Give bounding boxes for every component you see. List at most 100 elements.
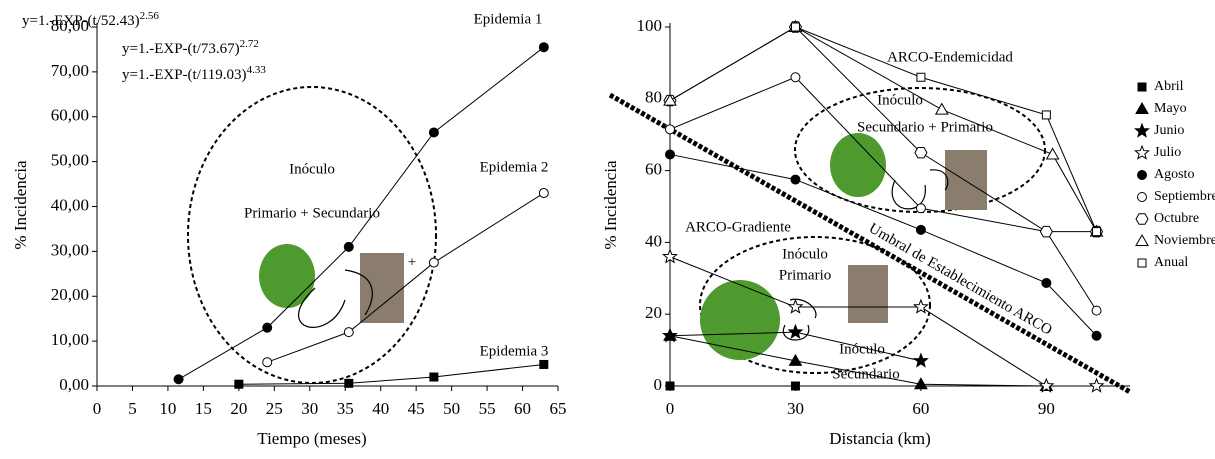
marker (429, 372, 439, 382)
x-tick-label: 25 (266, 399, 283, 418)
marker (1041, 110, 1051, 120)
inoculum-ellipse (699, 236, 931, 374)
y-tick-label: 40 (645, 231, 662, 250)
equation-text: y=1.-EXP-(t/119.03) (122, 67, 247, 83)
cycle-arrow (298, 269, 373, 328)
legend-label: Junio (1154, 123, 1184, 138)
marker (1038, 377, 1055, 393)
x-axis-title: Tiempo (meses) (257, 429, 366, 448)
x-tick-label: 40 (372, 399, 389, 418)
y-tick-label: 10,00 (51, 330, 89, 349)
legend-label: Julio (1154, 145, 1181, 160)
marker (1041, 277, 1052, 288)
legend-label: Septiembre (1154, 189, 1215, 204)
legend-marker (1137, 170, 1147, 180)
equation: y=1.-EXP-(t/73.67)2.72 (122, 38, 259, 58)
marker (914, 377, 928, 390)
marker (539, 359, 549, 369)
x-tick-label: 20 (230, 399, 247, 418)
marker (538, 188, 549, 199)
marker (428, 127, 439, 138)
equation: y=1.-EXP-(t/119.03)4.33 (122, 64, 266, 84)
x-tick-label: 30 (301, 399, 318, 418)
marker (344, 378, 354, 388)
legend-label: Abril (1154, 79, 1184, 94)
marker (343, 241, 354, 252)
legend-marker (1137, 82, 1147, 92)
legend-marker (1135, 213, 1149, 225)
legend-marker (1134, 122, 1150, 138)
equation-text: y=1.-EXP-(t/52.43) (22, 13, 140, 29)
annotation: Secundario + Primario (857, 119, 993, 135)
marker (343, 327, 354, 338)
equation-text: y=1.-EXP-(t/73.67) (122, 41, 240, 57)
inoculum-ellipse (187, 86, 437, 384)
x-tick-label: 55 (479, 399, 496, 418)
marker (662, 248, 678, 264)
marker (173, 374, 184, 385)
marker (1088, 377, 1105, 393)
marker (538, 42, 549, 53)
x-tick-label: 30 (787, 399, 804, 418)
equation-exponent: 4.33 (247, 64, 267, 76)
marker (1092, 227, 1102, 237)
marker (912, 298, 929, 314)
legend-marker (1135, 233, 1149, 246)
marker (662, 327, 678, 343)
annotation: ARCO-Endemicidad (887, 49, 1013, 65)
leaf-image (700, 280, 780, 360)
marker (915, 224, 926, 235)
y-tick-label: 0 (654, 375, 663, 394)
series-line (238, 363, 544, 385)
marker (262, 357, 273, 368)
threshold-line (608, 92, 1132, 395)
annotation: Umbral de Establecimiento ARCO (866, 220, 1055, 338)
x-tick-label: 5 (128, 399, 137, 418)
legend-label: Agosto (1154, 167, 1194, 182)
x-tick-label: 60 (912, 399, 929, 418)
x-axis-title: Distancia (km) (829, 429, 931, 448)
marker (665, 124, 675, 135)
annotation: Primario + Secundario (244, 205, 380, 221)
series-label: Epidemia 2 (480, 159, 549, 175)
marker (790, 174, 801, 185)
y-tick-label: 70,00 (51, 61, 89, 80)
y-tick-label: 50,00 (51, 151, 89, 170)
annotation: Inóculo (289, 161, 335, 177)
leaf-image (259, 244, 315, 308)
marker (934, 102, 949, 115)
x-tick-label: 10 (159, 399, 176, 418)
marker (915, 203, 926, 214)
legend-label: Mayo (1154, 101, 1187, 116)
y-tick-label: 0,00 (59, 375, 89, 394)
annotation: Inóculo (782, 246, 828, 262)
legend-marker (1134, 144, 1150, 160)
y-tick-label: 60,00 (51, 106, 89, 125)
marker (787, 323, 804, 339)
legend-label: Anual (1154, 255, 1188, 270)
y-tick-label: 100 (637, 16, 663, 35)
y-tick-label: 60 (645, 160, 662, 179)
x-tick-label: 90 (1038, 399, 1055, 418)
equation-exponent: 2.72 (240, 38, 259, 50)
legend-marker (1137, 258, 1147, 268)
x-tick-label: 60 (514, 399, 531, 418)
legend-label: Noviembre (1154, 233, 1215, 248)
series-label: Epidemia 1 (474, 11, 543, 27)
cycle-arrow (891, 169, 949, 210)
y-tick-label: 30,00 (51, 240, 89, 259)
marker (1045, 147, 1060, 160)
y-tick-label: 40,00 (51, 195, 89, 214)
legend-marker (1137, 192, 1147, 202)
x-tick-label: 0 (666, 399, 675, 418)
y-tick-label: 80 (645, 88, 662, 107)
marker (912, 352, 929, 368)
marker (914, 146, 928, 159)
y-axis-title: % Incidencia (601, 160, 620, 250)
y-tick-label: 20 (645, 303, 662, 322)
marker (663, 93, 677, 106)
y-axis-title: % Incidencia (11, 160, 30, 250)
annotation: Inóculo (839, 341, 885, 357)
x-tick-label: 15 (195, 399, 212, 418)
